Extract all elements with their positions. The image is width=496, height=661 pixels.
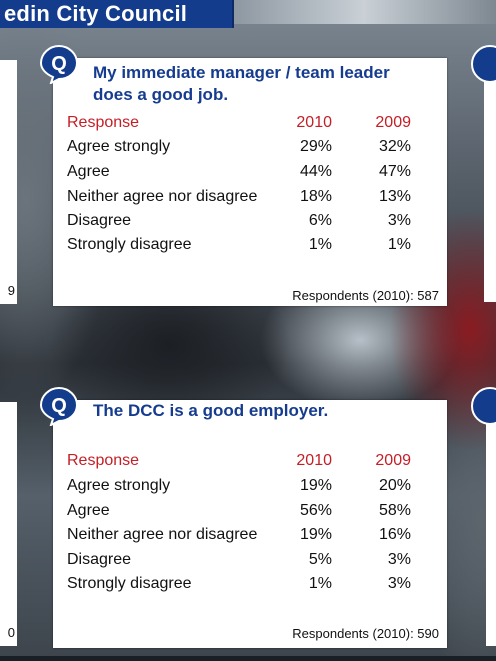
left-card-tail-text: 9: [7, 283, 15, 298]
respondents-count: Respondents (2010): 587: [292, 288, 439, 303]
row-label: Agree: [67, 502, 110, 519]
q-badge-icon: Q: [39, 386, 79, 426]
table-row: Agree 56% 58%: [67, 502, 415, 527]
left-partial-card-top: 9: [0, 60, 17, 304]
row-label: Disagree: [67, 551, 132, 568]
respondents-count: Respondents (2010): 590: [292, 626, 439, 641]
table-row: Neither agree nor disagree 18% 13%: [67, 188, 415, 213]
value-2010: 1%: [308, 575, 332, 592]
right-partial-card-bottom: [486, 402, 496, 646]
table-row: Agree strongly 29% 32%: [67, 138, 415, 163]
table-row: Disagree 5% 3%: [67, 551, 415, 576]
value-2010: 5%: [308, 551, 332, 568]
table-row: Agree strongly 19% 20%: [67, 477, 415, 502]
value-2010: 18%: [299, 188, 332, 205]
header-2010: 2010: [296, 114, 332, 131]
question-text: My immediate manager / team leader does …: [93, 62, 390, 106]
value-2009: 20%: [378, 477, 411, 494]
row-label: Strongly disagree: [67, 236, 192, 253]
value-2010: 6%: [308, 212, 332, 229]
value-2010: 44%: [299, 163, 332, 180]
value-2009: 3%: [387, 575, 411, 592]
row-label: Strongly disagree: [67, 575, 192, 592]
value-2010: 19%: [299, 526, 332, 543]
value-2009: 13%: [378, 188, 411, 205]
value-2010: 56%: [299, 502, 332, 519]
header-2009: 2009: [375, 452, 411, 469]
row-label: Neither agree nor disagree: [67, 526, 258, 543]
right-partial-card-top: [484, 60, 496, 302]
row-label: Agree strongly: [67, 477, 171, 494]
value-2009: 3%: [387, 212, 411, 229]
question-text: The DCC is a good employer.: [93, 400, 328, 422]
q-badge-letter: Q: [51, 395, 67, 417]
header-2009: 2009: [375, 114, 411, 131]
value-2009: 16%: [378, 526, 411, 543]
header-response: Response: [67, 452, 140, 469]
q-badge-icon: Q: [39, 44, 79, 84]
table-row: Neither agree nor disagree 19% 16%: [67, 526, 415, 551]
left-partial-card-bottom: 0: [0, 402, 17, 646]
bottom-frame: [0, 656, 496, 661]
banner-title: edin City Council: [4, 1, 188, 26]
value-2009: 32%: [378, 138, 411, 155]
survey-card-employer: The DCC is a good employer. Response 201…: [53, 400, 447, 648]
table-row: Agree 44% 47%: [67, 163, 415, 188]
left-card-tail-text: 0: [7, 625, 15, 640]
value-2009: 58%: [378, 502, 411, 519]
table-row: Strongly disagree 1% 3%: [67, 575, 415, 600]
table-row: Disagree 6% 3%: [67, 212, 415, 237]
q-badge-icon: [471, 387, 496, 425]
top-photo-strip: [232, 0, 496, 24]
table-header: Response 2010 2009: [67, 114, 415, 139]
table-header: Response 2010 2009: [67, 452, 415, 477]
header-response: Response: [67, 114, 140, 131]
value-2009: 47%: [378, 163, 411, 180]
value-2010: 1%: [308, 236, 332, 253]
table-row: Strongly disagree 1% 1%: [67, 236, 415, 261]
question-line: The DCC is a good employer.: [93, 401, 329, 420]
row-label: Agree: [67, 163, 110, 180]
q-badge-icon: [471, 45, 496, 83]
row-label: Neither agree nor disagree: [67, 188, 258, 205]
council-banner: edin City Council: [0, 0, 234, 28]
value-2009: 3%: [387, 551, 411, 568]
question-line: does a good job.: [93, 85, 229, 104]
survey-card-manager: My immediate manager / team leader does …: [53, 58, 447, 306]
question-line: My immediate manager / team leader: [93, 63, 390, 82]
row-label: Disagree: [67, 212, 132, 229]
value-2010: 19%: [299, 477, 332, 494]
value-2009: 1%: [387, 236, 411, 253]
value-2010: 29%: [299, 138, 332, 155]
header-2010: 2010: [296, 452, 332, 469]
row-label: Agree strongly: [67, 138, 171, 155]
q-badge-letter: Q: [51, 53, 67, 75]
